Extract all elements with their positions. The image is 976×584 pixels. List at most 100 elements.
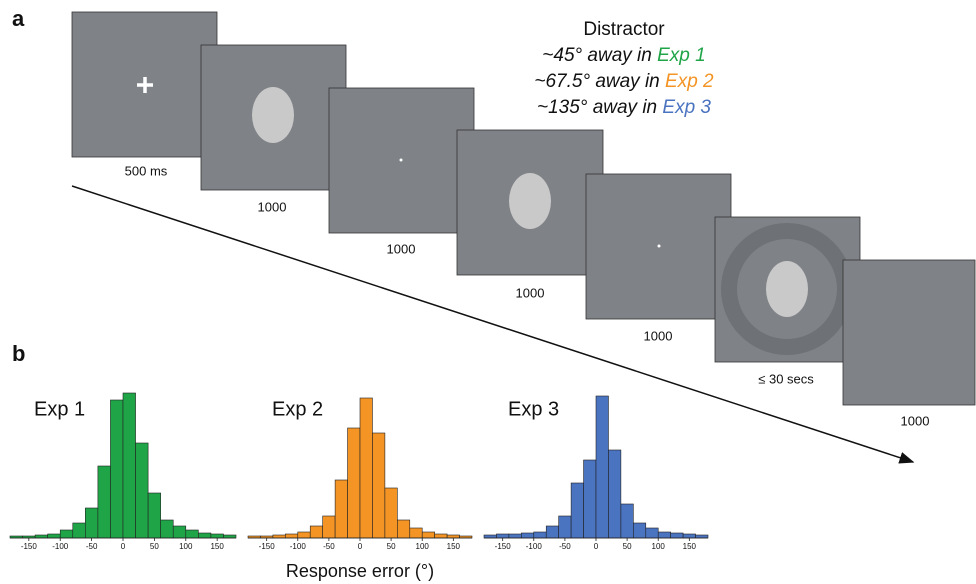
x-tick-label: 50 xyxy=(150,542,159,551)
bar xyxy=(683,534,695,538)
x-tick-label: 50 xyxy=(623,542,632,551)
bar xyxy=(198,533,211,538)
bar xyxy=(621,504,633,538)
bar xyxy=(633,523,645,538)
bar xyxy=(285,534,297,538)
bar xyxy=(484,535,496,538)
x-tick-label: -100 xyxy=(52,542,69,551)
x-tick-label: -100 xyxy=(526,542,543,551)
x-tick-label: -150 xyxy=(259,542,276,551)
x-tick-label: 100 xyxy=(416,542,430,551)
bar xyxy=(348,428,360,538)
bar xyxy=(696,535,708,538)
frame-label: 1000 xyxy=(516,285,545,300)
bar xyxy=(435,534,447,538)
panel-label: b xyxy=(12,341,25,366)
bar xyxy=(48,534,61,538)
bar xyxy=(571,483,583,538)
bar xyxy=(211,534,224,538)
bar xyxy=(223,535,236,538)
x-tick-label: -150 xyxy=(21,542,38,551)
chart-title: Exp 2 xyxy=(272,398,323,420)
bar xyxy=(310,526,322,538)
bar xyxy=(136,443,149,538)
bar xyxy=(546,526,558,538)
bar xyxy=(298,532,310,538)
exp-name: Exp 3 xyxy=(662,97,711,118)
bar xyxy=(397,520,409,538)
bar xyxy=(608,450,620,538)
distractor-text: ~45° away in xyxy=(542,45,657,66)
bar xyxy=(323,516,335,538)
dot xyxy=(400,159,403,162)
bar xyxy=(123,393,136,538)
x-tick-label: 100 xyxy=(179,542,193,551)
distractor-text: ~135° away in xyxy=(537,97,662,118)
bar xyxy=(496,534,508,538)
bar xyxy=(98,466,111,538)
bar xyxy=(372,433,384,538)
bar xyxy=(534,532,546,538)
bar xyxy=(646,528,658,538)
distractor-line: ~67.5° away in Exp 2 xyxy=(534,71,714,92)
bar xyxy=(110,400,123,538)
bar xyxy=(658,532,670,538)
frame-label: 1000 xyxy=(644,328,673,343)
x-tick-label: 150 xyxy=(683,542,697,551)
bar xyxy=(360,398,372,538)
bar xyxy=(596,396,608,538)
dot xyxy=(658,245,661,248)
bar xyxy=(60,530,73,538)
figure: a 500 ms 1000 1000 1000 1000 ≤ 30 secs 1… xyxy=(0,0,976,584)
bar xyxy=(85,508,98,538)
bar xyxy=(186,530,199,538)
distractor-line: ~135° away in Exp 3 xyxy=(537,97,711,118)
distractor-title: Distractor xyxy=(583,19,665,40)
frame-label: 1000 xyxy=(258,199,287,214)
x-tick-label: 0 xyxy=(594,542,599,551)
frame-label: ≤ 30 secs xyxy=(758,371,814,386)
chart-title: Exp 3 xyxy=(508,398,559,420)
bar xyxy=(335,480,347,538)
exp-name: Exp 1 xyxy=(657,45,706,66)
face xyxy=(252,87,294,143)
frame xyxy=(843,260,975,405)
x-tick-label: 0 xyxy=(358,542,363,551)
distractor-text: ~67.5° away in xyxy=(534,71,665,92)
bar xyxy=(559,516,571,538)
bar xyxy=(422,532,434,538)
x-tick-label: -50 xyxy=(559,542,571,551)
bar xyxy=(584,460,596,538)
x-tick-label: 100 xyxy=(652,542,666,551)
x-tick-label: -50 xyxy=(86,542,98,551)
x-tick-label: 50 xyxy=(387,542,396,551)
bar xyxy=(161,520,174,538)
bar xyxy=(73,523,86,538)
x-tick-label: -150 xyxy=(495,542,512,551)
panel-label: a xyxy=(12,6,25,31)
face xyxy=(766,261,808,317)
bar xyxy=(148,493,161,538)
face xyxy=(509,173,551,229)
frames xyxy=(72,12,975,405)
x-tick-label: 150 xyxy=(447,542,461,551)
bar xyxy=(447,535,459,538)
distractor-line: ~45° away in Exp 1 xyxy=(542,45,705,66)
x-tick-label: 150 xyxy=(210,542,224,551)
x-tick-label: 0 xyxy=(121,542,126,551)
bar xyxy=(410,528,422,538)
frame-label: 500 ms xyxy=(125,163,168,178)
x-tick-label: -100 xyxy=(290,542,307,551)
x-axis-label: Response error (°) xyxy=(286,561,434,581)
bar xyxy=(671,533,683,538)
bar xyxy=(509,534,521,538)
frame-label: 1000 xyxy=(387,241,416,256)
x-tick-label: -50 xyxy=(323,542,335,551)
bar xyxy=(273,535,285,538)
frame-label: 1000 xyxy=(901,413,930,428)
bar xyxy=(521,533,533,538)
chart-title: Exp 1 xyxy=(34,398,85,420)
bar xyxy=(35,535,48,538)
bar xyxy=(385,488,397,538)
exp-name: Exp 2 xyxy=(665,71,714,92)
